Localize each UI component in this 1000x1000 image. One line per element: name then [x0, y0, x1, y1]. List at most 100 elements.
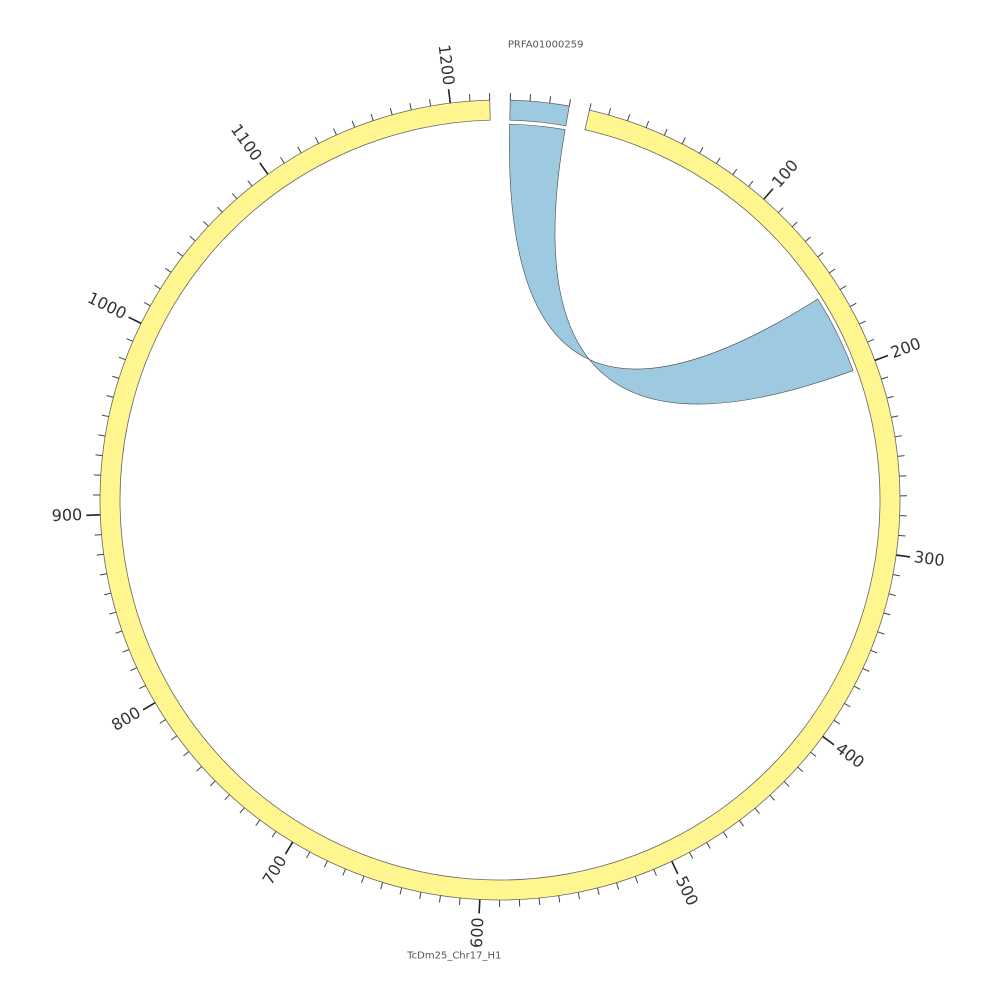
minor-tick: [883, 612, 891, 616]
tick-label: 900: [51, 505, 82, 525]
minor-tick: [870, 649, 878, 654]
major-tick: [763, 188, 774, 200]
minor-tick: [126, 338, 134, 342]
minor-tick: [699, 146, 704, 154]
minor-tick: [224, 794, 230, 801]
minor-tick: [297, 146, 302, 154]
minor-tick: [183, 751, 190, 757]
minor-tick: [886, 395, 894, 399]
minor-tick: [627, 114, 631, 122]
minor-tick: [867, 338, 875, 343]
minor-tick: [399, 887, 403, 895]
minor-tick: [588, 103, 592, 111]
minor-tick: [458, 897, 461, 906]
minor-tick: [94, 534, 102, 536]
segment: [509, 99, 570, 127]
minor-tick: [596, 887, 600, 895]
minor-tick: [663, 128, 668, 136]
minor-tick: [783, 781, 790, 787]
minor-tick: [732, 168, 738, 175]
major-tick: [822, 735, 835, 746]
major-tick: [128, 316, 142, 325]
major-tick: [896, 554, 911, 558]
minor-tick: [797, 766, 804, 773]
tick-label: 200: [888, 334, 923, 362]
minor-tick: [271, 831, 277, 838]
tick-label: 400: [832, 739, 868, 772]
minor-tick: [438, 895, 441, 903]
minor-tick: [333, 128, 337, 136]
minor-tick: [853, 685, 861, 690]
minor-tick: [217, 206, 223, 213]
minor-tick: [849, 302, 857, 308]
minor-tick: [894, 435, 902, 438]
minor-tick: [109, 611, 117, 615]
minor-tick: [95, 454, 103, 457]
minor-tick: [98, 434, 106, 437]
tick-label: 600: [467, 917, 488, 948]
major-tick: [259, 162, 269, 175]
minor-tick: [196, 766, 203, 772]
major-tick: [478, 899, 481, 914]
minor-tick: [833, 719, 841, 725]
minor-tick: [568, 99, 571, 107]
minor-tick: [202, 221, 209, 227]
minor-tick: [817, 252, 824, 258]
minor-tick: [881, 376, 889, 380]
minor-tick: [645, 120, 650, 128]
minor-tick: [314, 137, 320, 144]
minor-tick: [810, 751, 817, 757]
tick-label: 1200: [435, 44, 459, 87]
minor-tick: [862, 667, 870, 672]
minor-tick: [616, 882, 620, 890]
minor-tick: [839, 285, 847, 290]
minor-tick: [538, 898, 541, 906]
minor-tick: [529, 94, 532, 102]
minor-tick: [165, 267, 172, 273]
minor-tick: [239, 807, 245, 814]
minor-tick: [558, 895, 561, 903]
minor-tick: [892, 574, 900, 577]
minor-tick: [791, 221, 798, 228]
segment-label: PRFA01000259: [508, 39, 584, 50]
minor-tick: [231, 193, 238, 200]
tick-label: 300: [913, 547, 946, 570]
minor-tick: [342, 868, 346, 876]
minor-tick: [754, 807, 760, 814]
segment-label: TcDm25_Chr17_H1: [406, 951, 501, 962]
minor-tick: [370, 113, 374, 121]
minor-tick: [877, 631, 885, 635]
major-tick: [284, 841, 294, 855]
minor-tick: [748, 180, 754, 187]
minor-tick: [739, 820, 745, 827]
major-tick: [86, 514, 101, 517]
minor-tick: [804, 236, 811, 242]
minor-tick: [112, 375, 120, 379]
minor-tick: [139, 684, 146, 690]
tick-label: 1000: [85, 288, 130, 323]
minor-tick: [829, 268, 836, 274]
minor-tick: [306, 851, 311, 859]
minor-tick: [897, 455, 905, 457]
minor-tick: [351, 120, 356, 128]
minor-tick: [653, 869, 657, 876]
minor-tick: [361, 875, 365, 883]
minor-tick: [859, 320, 866, 325]
major-tick: [142, 702, 156, 711]
major-tick: [874, 354, 889, 362]
minor-tick: [106, 395, 114, 398]
tick-label: 100: [768, 156, 802, 191]
minor-tick: [389, 107, 393, 115]
tick-label: 800: [108, 703, 144, 735]
minor-tick: [549, 96, 552, 104]
segment: [99, 99, 901, 901]
minor-tick: [247, 180, 253, 187]
minor-tick: [255, 819, 261, 826]
minor-tick: [429, 99, 432, 107]
minor-tick: [722, 831, 728, 838]
tick-label: 500: [672, 873, 702, 909]
link-ribbon: [509, 123, 854, 405]
minor-tick: [143, 302, 151, 307]
minor-tick: [706, 842, 711, 849]
minor-tick: [176, 251, 184, 257]
